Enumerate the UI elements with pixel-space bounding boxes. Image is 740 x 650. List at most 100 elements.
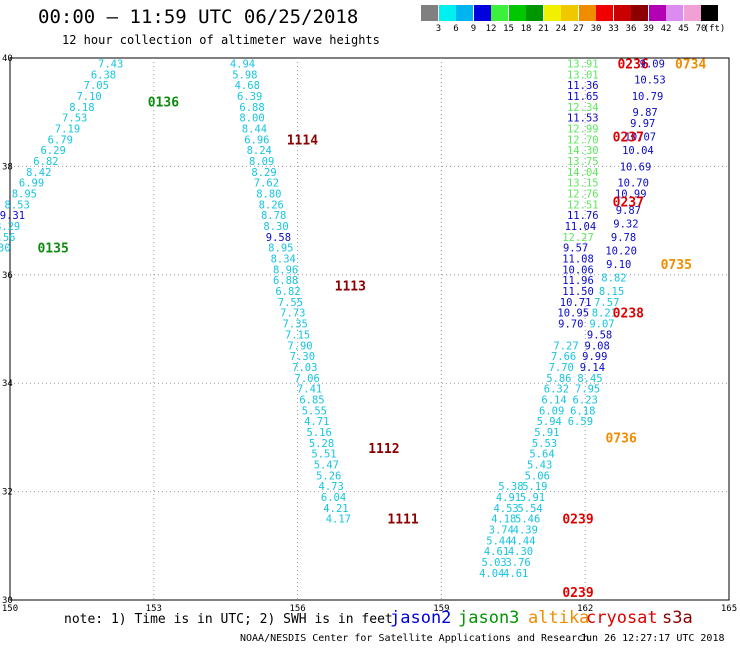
pass-time-label: 0239 — [562, 586, 593, 601]
swh-value: 9.58 — [266, 232, 291, 244]
pass-time-label: 0238 — [613, 307, 644, 322]
swh-value: 6.82 — [275, 286, 300, 298]
swh-value: 8.29 — [0, 221, 20, 233]
pass-time-label: 0136 — [148, 95, 179, 110]
swh-value: 10.95 — [557, 308, 589, 320]
swh-value: 6.85 — [299, 394, 324, 406]
swh-value: 9.14 — [580, 362, 605, 374]
swh-value: 8.26 — [259, 199, 284, 211]
swh-value: 4.21 — [323, 503, 348, 515]
swh-value: 12.70 — [567, 134, 599, 146]
legend-label: 42 — [660, 24, 672, 34]
swh-value: 13.01 — [567, 69, 599, 81]
legend-swatch — [438, 5, 456, 21]
page-title: 00:00 – 11:59 UTC 06/25/2018 — [38, 6, 359, 28]
swh-value: 8.95 — [12, 189, 37, 201]
legend-swatch — [491, 5, 508, 21]
swh-value: 5.46 — [515, 514, 540, 526]
swh-value: 6.23 — [573, 394, 598, 406]
swh-value: 5.51 — [311, 449, 336, 461]
swh-value: 7.30 — [0, 243, 11, 255]
swh-value: 5.86 — [546, 373, 571, 385]
swh-value: 6.82 — [33, 156, 58, 168]
x-tick-label: 162 — [577, 604, 593, 614]
legend-swatch — [631, 5, 648, 21]
swh-value: 8.96 — [273, 264, 298, 276]
swh-value: 8.09 — [249, 156, 274, 168]
swh-value: 10.79 — [632, 91, 664, 103]
legend-swatch — [596, 5, 613, 21]
satellite-jason2: jason2 — [390, 608, 452, 628]
pass-time-label: 0736 — [605, 431, 636, 446]
legend-label: 15 — [503, 24, 514, 34]
swh-value: 5.16 — [307, 427, 332, 439]
swh-value: 7.43 — [98, 58, 123, 70]
swh-value: 7.19 — [55, 123, 80, 135]
y-tick-label: 34 — [2, 379, 13, 389]
swh-value: 8.21 — [592, 308, 617, 320]
swh-value: 10.20 — [605, 245, 637, 257]
pass-time-label: 1114 — [287, 133, 318, 148]
swh-value: 3.74 — [489, 525, 514, 537]
swh-value: 5.06 — [525, 470, 550, 482]
legend-swatch — [526, 5, 543, 21]
swh-value: 6.79 — [48, 134, 73, 146]
swh-value: 10.06 — [562, 264, 594, 276]
page-subtitle: 12 hour collection of altimeter wave hei… — [62, 33, 380, 47]
legend-swatch — [473, 5, 491, 21]
map-frame — [9, 57, 730, 601]
swh-value: 4.18 — [491, 514, 516, 526]
y-tick-label: 38 — [2, 162, 13, 172]
swh-value: 6.09 — [539, 405, 564, 417]
swh-value: 7.30 — [290, 351, 315, 363]
swh-value: 8.44 — [242, 123, 267, 135]
swh-value: 4.04 — [479, 568, 504, 580]
swh-value: 6.39 — [237, 91, 262, 103]
swh-value: 9.97 — [630, 118, 655, 130]
swh-value: 12.27 — [562, 232, 594, 244]
swh-value: 7.62 — [254, 178, 279, 190]
y-tick-label: 36 — [2, 271, 13, 281]
legend-label: 3 — [435, 24, 442, 34]
swh-value: 5.91 — [520, 492, 545, 504]
swh-value: 8.15 — [599, 286, 624, 298]
swh-value: 8.24 — [247, 145, 272, 157]
legend-label: 21 — [538, 24, 549, 34]
swh-value: 11.65 — [567, 91, 599, 103]
legend-label: 70 — [695, 24, 707, 34]
swh-value: 14.30 — [567, 145, 599, 157]
pass-time-label: 1112 — [368, 442, 399, 457]
swh-value: 9.87 — [632, 107, 657, 119]
swh-value: 5.44 — [486, 535, 511, 547]
swh-value: 8.78 — [261, 210, 286, 222]
swh-value: 4.91 — [496, 492, 521, 504]
legend-label: 12 — [485, 24, 497, 34]
swh-value: 9.87 — [616, 205, 641, 217]
legend-swatch — [683, 5, 701, 21]
satellite-altika: altika — [528, 608, 590, 628]
x-tick-label: 150 — [2, 604, 18, 614]
x-tick-label: 153 — [146, 604, 162, 614]
legend-unit: (ft) — [703, 24, 726, 34]
swh-value: 10.04 — [622, 145, 654, 157]
swh-value: 8.42 — [26, 167, 51, 179]
swh-value: 7.56 — [0, 232, 15, 244]
swh-value: 12.34 — [567, 102, 599, 114]
swh-value: 5.54 — [517, 503, 542, 515]
pass-time-label: 1113 — [335, 280, 366, 295]
swh-value: 8.95 — [268, 243, 293, 255]
swh-value: 4.94 — [230, 58, 255, 70]
swh-value: 12.99 — [567, 123, 599, 135]
swh-value: 7.05 — [84, 80, 109, 92]
swh-value: 5.94 — [537, 416, 562, 428]
swh-value: 7.15 — [285, 329, 310, 341]
footer-timestamp: Jun 26 12:27:17 UTC 2018 — [580, 633, 725, 644]
swh-value: 5.19 — [522, 481, 547, 493]
swh-value: 11.76 — [567, 210, 599, 222]
swh-value: 14.04 — [567, 167, 599, 179]
swh-value: 6.29 — [40, 145, 65, 157]
swh-value: 5.98 — [232, 69, 257, 81]
legend-swatch — [648, 5, 666, 21]
swh-value: 6.88 — [239, 102, 264, 114]
swh-value: 5.64 — [529, 449, 554, 461]
